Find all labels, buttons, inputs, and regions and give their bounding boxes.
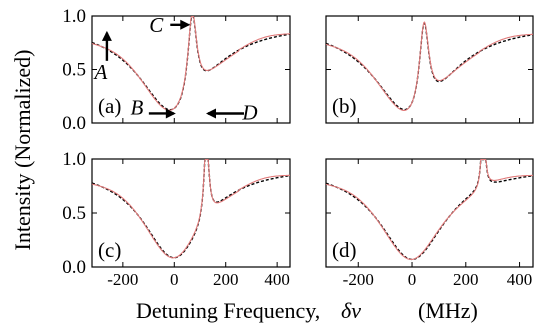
x-tick-label: 200: [453, 270, 479, 289]
plot-frame: [91, 158, 291, 268]
x-tick-label: 0: [408, 270, 417, 289]
experiment-line: [325, 21, 533, 111]
x-tick-label: 400: [507, 270, 533, 289]
panel-a: 0.0 0.5 1.0 (a) AB C D: [62, 6, 291, 134]
panel-label: (d): [332, 238, 357, 262]
y-tick-label: 1.0: [62, 149, 86, 170]
panel-label: (b): [332, 94, 357, 118]
panel-d: -200 0 200 400 (d): [325, 158, 534, 289]
x-axis-title-unit: (MHz): [418, 298, 478, 323]
y-axis-title: Intensity (Normalized): [10, 50, 35, 251]
y-tick-label: 0.0: [62, 257, 86, 278]
y-tick-label: 0.0: [62, 113, 86, 134]
annotation-a: A: [93, 30, 112, 84]
x-axis-title-symbol: δν: [341, 298, 361, 323]
annotation-label: A: [93, 60, 108, 84]
annotation-label: D: [241, 101, 257, 125]
theory-line: [325, 158, 534, 261]
x-tick-label: 200: [213, 270, 239, 289]
y-tick-label: 0.5: [62, 60, 86, 81]
x-tick-label: 0: [170, 270, 179, 289]
experiment-line: [91, 158, 290, 259]
y-tick-label: 1.0: [62, 6, 86, 27]
x-tick-label: -200: [343, 270, 374, 289]
panel-label: (a): [98, 94, 121, 118]
annotation-arrowhead: [180, 19, 191, 30]
y-tick-label: 0.5: [62, 203, 86, 224]
panel-c: -200 0 200 400 0.0 0.5 1.0 (c): [62, 149, 291, 289]
annotation-arrowhead: [206, 108, 216, 119]
annotation-label: B: [130, 95, 143, 119]
x-tick-label: -200: [107, 270, 138, 289]
plot-frame: [91, 15, 291, 124]
annotation-b: B: [130, 95, 176, 119]
x-tick-label: 400: [264, 270, 290, 289]
annotation-c: C: [149, 13, 191, 37]
panel-label: (c): [98, 238, 121, 262]
experiment-line: [325, 158, 534, 260]
plot-frame: [325, 158, 534, 268]
panel-b: (b): [325, 15, 534, 124]
experiment-line: [91, 15, 290, 111]
plot-frame: [325, 15, 534, 124]
annotation-d: D: [206, 101, 258, 125]
x-axis-title: Detuning Frequency, δν (MHz): [136, 298, 478, 323]
x-axis-title-text: Detuning Frequency,: [136, 298, 320, 323]
theory-line: [91, 158, 291, 259]
annotation-arrowhead: [165, 108, 176, 119]
annotation-label: C: [149, 13, 164, 37]
theory-line: [325, 22, 534, 111]
theory-line: [91, 15, 291, 111]
annotation-arrowhead: [101, 30, 112, 41]
